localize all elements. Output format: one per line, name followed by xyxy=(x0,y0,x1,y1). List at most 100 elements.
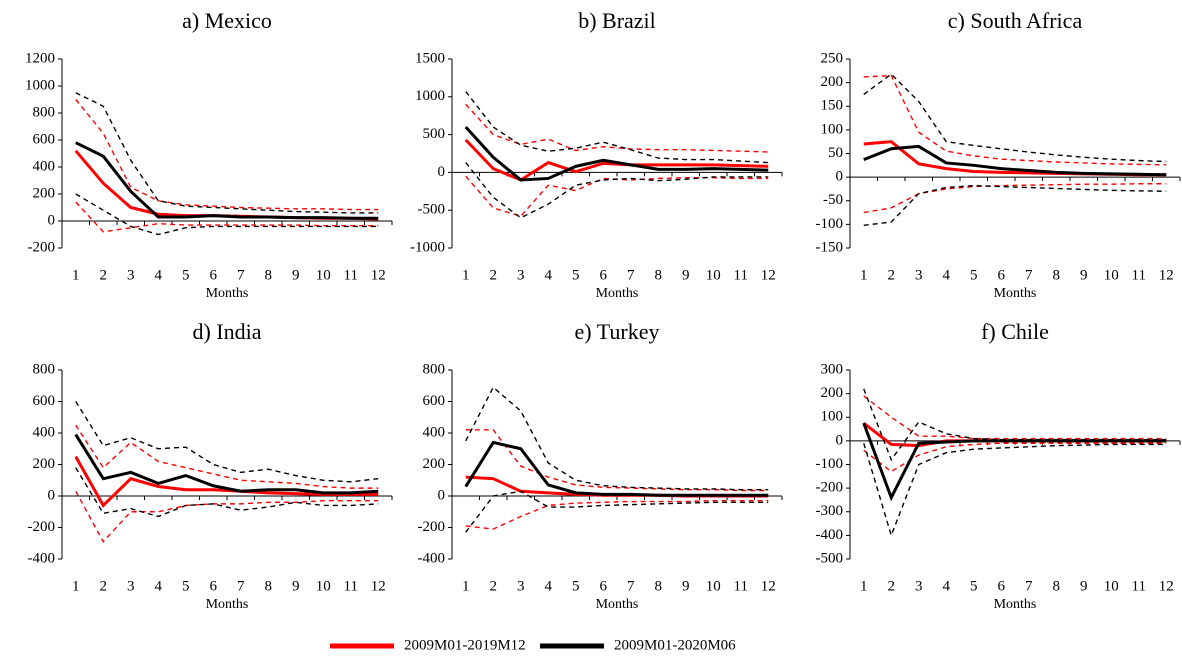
x-tick-label: 3 xyxy=(517,578,525,594)
y-tick-label: 200 xyxy=(33,185,56,201)
x-tick-label: 12 xyxy=(371,267,386,283)
x-tick-label: 9 xyxy=(292,578,300,594)
x-tick-label: 12 xyxy=(371,578,386,594)
x-tick-label: 9 xyxy=(1080,578,1088,594)
x-tick-label: 2 xyxy=(888,267,896,283)
x-tick-label: 9 xyxy=(682,578,690,594)
y-tick-label: 0 xyxy=(438,164,446,180)
y-tick-label: -200 xyxy=(816,480,844,496)
x-tick-label: 6 xyxy=(210,578,218,594)
x-tick-label: 7 xyxy=(1025,578,1033,594)
x-tick-label: 11 xyxy=(734,578,748,594)
x-tick-label: 4 xyxy=(545,267,553,283)
y-tick-label: 200 xyxy=(821,74,844,90)
panel: c) South Africa-150-100-5005010015020025… xyxy=(816,8,1181,301)
y-tick-label: 800 xyxy=(33,361,56,377)
x-tick-label: 12 xyxy=(1159,578,1174,594)
x-tick-label: 5 xyxy=(572,267,580,283)
y-tick-label: 800 xyxy=(33,104,56,120)
x-tick-label: 10 xyxy=(1104,267,1119,283)
y-tick-label: -300 xyxy=(816,503,844,519)
x-tick-label: 7 xyxy=(627,578,635,594)
x-tick-label: 4 xyxy=(943,578,951,594)
x-tick-label: 1 xyxy=(860,267,868,283)
x-axis-label: Months xyxy=(596,597,639,612)
x-axis-label: Months xyxy=(206,597,249,612)
y-tick-label: 400 xyxy=(423,424,446,440)
y-tick-label: -500 xyxy=(816,550,844,566)
y-tick-label: 0 xyxy=(438,487,446,503)
y-tick-label: -150 xyxy=(816,239,844,255)
y-tick-label: -500 xyxy=(418,202,446,218)
y-tick-label: -400 xyxy=(418,550,446,566)
x-tick-label: 4 xyxy=(545,578,553,594)
band-line xyxy=(75,92,379,214)
band-line xyxy=(863,74,1167,166)
panel-title: c) South Africa xyxy=(948,8,1083,33)
x-tick-label: 10 xyxy=(706,578,721,594)
x-tick-label: 10 xyxy=(706,267,721,283)
x-tick-label: 7 xyxy=(237,578,245,594)
y-tick-label: 50 xyxy=(828,145,843,161)
y-tick-label: 500 xyxy=(423,126,446,142)
x-tick-label: 10 xyxy=(1104,578,1119,594)
band-line xyxy=(465,429,769,492)
panel-title: b) Brazil xyxy=(578,8,656,33)
x-tick-label: 8 xyxy=(265,578,273,594)
x-tick-label: 12 xyxy=(1159,267,1174,283)
y-tick-label: -200 xyxy=(28,239,56,255)
x-axis-label: Months xyxy=(596,286,639,301)
x-tick-label: 3 xyxy=(915,578,923,594)
x-tick-label: 3 xyxy=(127,578,135,594)
panel-title: e) Turkey xyxy=(575,319,660,344)
band-line xyxy=(465,91,769,164)
y-tick-label: 400 xyxy=(33,424,56,440)
panel-title: a) Mexico xyxy=(182,8,272,33)
band-line xyxy=(75,490,379,543)
y-tick-label: 0 xyxy=(48,487,56,503)
x-tick-label: 7 xyxy=(1025,267,1033,283)
series-line xyxy=(464,126,769,182)
x-tick-label: 2 xyxy=(100,578,108,594)
x-tick-label: 11 xyxy=(1132,267,1146,283)
x-tick-label: 9 xyxy=(1080,267,1088,283)
series-line xyxy=(862,422,1167,502)
y-tick-label: -200 xyxy=(28,519,56,535)
x-tick-label: 4 xyxy=(155,578,163,594)
y-tick-label: 200 xyxy=(33,456,56,472)
series-line xyxy=(75,141,379,220)
band-line xyxy=(465,490,769,533)
legend-label: 2009M01-2020M06 xyxy=(614,637,736,653)
x-axis-label: Months xyxy=(994,286,1037,301)
x-tick-label: 8 xyxy=(1053,267,1061,283)
series-line xyxy=(74,455,379,508)
band-line xyxy=(863,395,1167,440)
x-tick-label: 6 xyxy=(998,578,1006,594)
band-line xyxy=(863,73,1167,163)
x-tick-label: 2 xyxy=(490,578,498,594)
x-tick-label: 3 xyxy=(915,267,923,283)
y-tick-label: 600 xyxy=(33,393,56,409)
y-tick-label: 300 xyxy=(821,361,844,377)
x-tick-label: 11 xyxy=(734,267,748,283)
y-tick-label: 600 xyxy=(423,393,446,409)
y-tick-label: 100 xyxy=(821,121,844,137)
y-tick-label: 200 xyxy=(821,385,844,401)
band-line xyxy=(465,103,769,153)
x-tick-label: 1 xyxy=(462,267,470,283)
x-tick-label: 8 xyxy=(1053,578,1061,594)
y-tick-label: 1200 xyxy=(25,50,55,66)
x-tick-label: 6 xyxy=(998,267,1006,283)
series-line xyxy=(464,440,769,497)
x-tick-label: 12 xyxy=(761,267,776,283)
x-tick-label: 6 xyxy=(600,267,608,283)
y-tick-label: -200 xyxy=(418,519,446,535)
band-line xyxy=(75,424,379,489)
band-line xyxy=(75,401,379,483)
band-line xyxy=(75,193,379,236)
y-tick-label: -100 xyxy=(816,216,844,232)
